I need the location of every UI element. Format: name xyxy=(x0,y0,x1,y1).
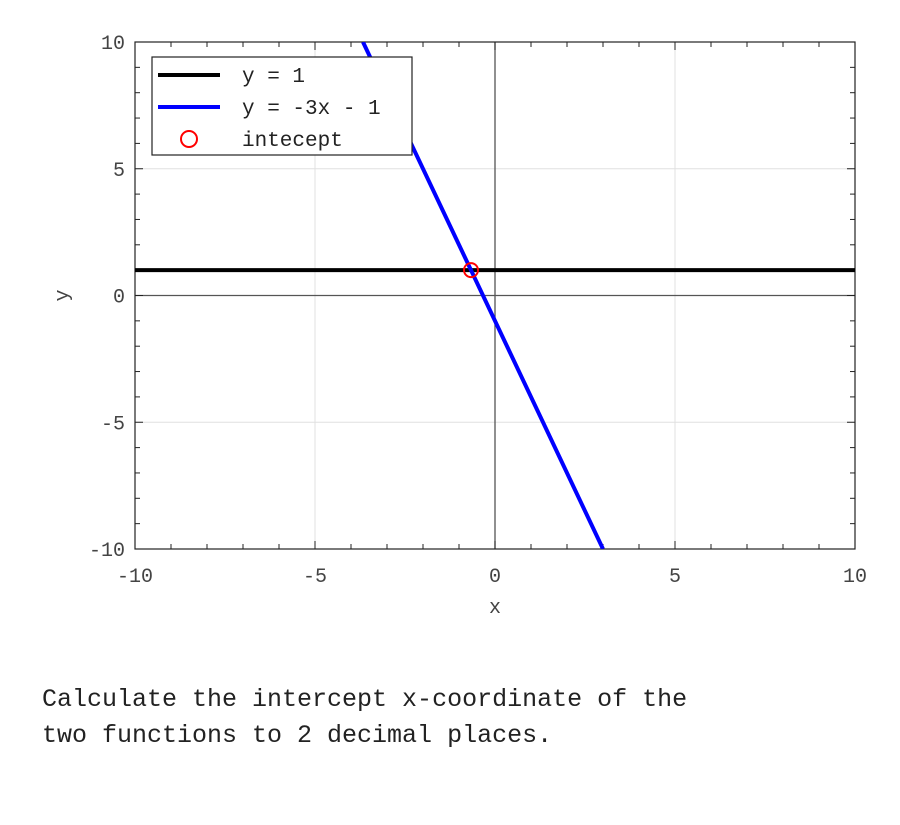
legend-label: y = 1 xyxy=(242,66,305,89)
y-tick-label: 10 xyxy=(101,33,125,56)
x-tick-label: 5 xyxy=(669,566,681,589)
legend: y = 1 y = -3x - 1 intecept xyxy=(151,56,413,156)
x-tick-label: -5 xyxy=(303,566,327,589)
intercept-marker xyxy=(462,262,479,279)
y-axis-label: y xyxy=(52,289,75,301)
chart: -10 -5 0 5 10 -10 -5 0 5 10 x y y = 1 y = -3x - 1 inte… xyxy=(52,33,867,620)
x-tick-label: 0 xyxy=(489,566,501,589)
question-text: Calculate the intercept x-coordinate of … xyxy=(42,685,688,750)
x-tick-label: 10 xyxy=(843,566,867,589)
y-tick-label: -10 xyxy=(89,540,125,563)
x-axis-label: x xyxy=(489,597,501,620)
y-tick-label: 0 xyxy=(113,287,125,310)
y-tick-label: 5 xyxy=(113,160,125,183)
y-tick-label: -5 xyxy=(101,413,125,436)
legend-swatch-marker xyxy=(180,130,198,148)
x-tick-label: -10 xyxy=(117,566,153,589)
legend-label: y = -3x - 1 xyxy=(242,98,381,121)
legend-label: intecept xyxy=(242,130,343,153)
